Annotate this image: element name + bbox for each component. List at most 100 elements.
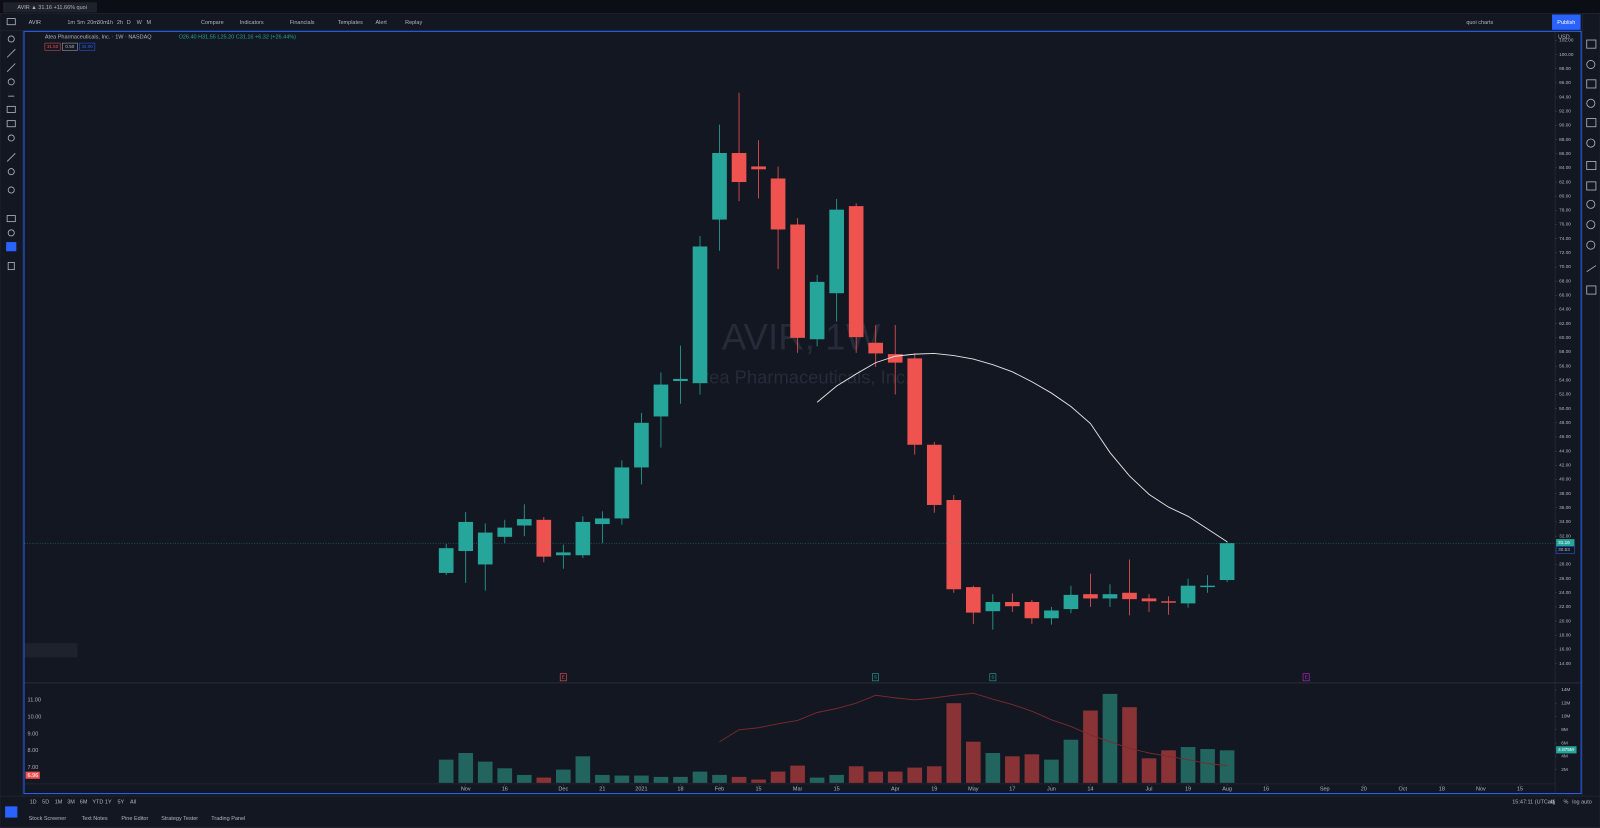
hotlist-icon[interactable] [1586, 98, 1596, 108]
news-icon[interactable] [1586, 240, 1596, 250]
tab-title[interactable]: AVIR ▲ 31.16 +11.66% quoi [17, 5, 87, 11]
fib-tool[interactable] [6, 63, 16, 72]
trend-tool[interactable] [6, 48, 16, 58]
bottom-tab[interactable]: Trading Panel [211, 816, 245, 822]
x-tick-label: 18 [1439, 786, 1445, 792]
publish-button[interactable] [1552, 14, 1581, 30]
scale-option[interactable]: auto [1581, 800, 1592, 806]
trash-tool[interactable] [7, 262, 15, 271]
magnet-tool[interactable] [7, 186, 15, 194]
order-icon[interactable] [1586, 285, 1597, 295]
drawing-toolbar[interactable] [24, 643, 78, 658]
symbol-search[interactable]: AVIR [29, 20, 41, 26]
event-marker[interactable] [872, 673, 879, 682]
range-button[interactable]: 3M [67, 800, 75, 806]
volume-bar [1180, 747, 1196, 783]
eye-tool[interactable] [7, 134, 15, 142]
range-button[interactable]: 1Y [105, 800, 112, 806]
broadcast-icon[interactable] [1586, 220, 1596, 230]
x-tick-label: Feb [715, 786, 724, 792]
x-tick-label: Jul [1146, 786, 1153, 792]
publish-label[interactable]: Publish [1557, 20, 1575, 26]
range-button[interactable]: 5Y [117, 800, 124, 806]
range-button[interactable]: 1M [55, 800, 63, 806]
range-button[interactable]: All [130, 800, 136, 806]
quote-box[interactable] [61, 42, 78, 51]
toolbar-button[interactable]: Templates [338, 20, 363, 26]
event-marker[interactable] [559, 673, 567, 682]
bottom-tab[interactable]: Stock Screener [29, 816, 67, 822]
event-label[interactable]: S [991, 675, 994, 680]
interval-button[interactable]: 1h [107, 20, 113, 26]
menu-icon[interactable] [6, 18, 16, 26]
trading-icon[interactable] [1586, 265, 1597, 272]
y-tick-label: 40.00 [1559, 477, 1571, 482]
lock-tool[interactable] [6, 215, 16, 223]
hide-tool[interactable] [7, 229, 15, 237]
measure-tool[interactable] [6, 120, 16, 128]
toolbar-button[interactable]: Indicators [240, 20, 264, 26]
bottom-tab[interactable]: Strategy Tester [161, 816, 198, 822]
range-button[interactable]: 5D [42, 800, 49, 806]
bottom-icon[interactable] [5, 806, 18, 818]
y-tick-label: 98.00 [1559, 66, 1571, 71]
ideas-icon[interactable] [1586, 138, 1596, 148]
shape-tool[interactable] [7, 78, 15, 86]
tab[interactable] [3, 2, 97, 13]
event-marker[interactable] [1302, 673, 1310, 682]
toolbar-button[interactable]: Financials [290, 20, 315, 26]
quote-value[interactable]: 32.00 [82, 44, 94, 49]
interval-button[interactable]: 5m [77, 20, 85, 26]
x-tick-label: Apr [891, 786, 900, 792]
interval-button[interactable]: 30m [97, 20, 108, 26]
bottom-tab[interactable]: Text Notes [82, 816, 108, 822]
interval-button[interactable]: W [137, 20, 143, 26]
interval-button[interactable]: 1m [67, 20, 75, 26]
sync-tool[interactable] [6, 242, 17, 252]
notifications-icon[interactable] [1586, 199, 1596, 209]
volume-bar [477, 761, 493, 783]
alerts-icon[interactable] [1586, 60, 1596, 70]
y-tick-label: 94.00 [1559, 94, 1571, 99]
candle-body [926, 444, 942, 505]
range-button[interactable]: 1D [30, 800, 37, 806]
quote-box[interactable] [44, 42, 61, 51]
range-button[interactable]: YTD [92, 800, 103, 806]
range-button[interactable]: 6M [80, 800, 88, 806]
toolbar-button[interactable]: Compare [201, 20, 224, 26]
interval-button[interactable]: 20m [87, 20, 98, 26]
bottom-panel [0, 795, 1600, 828]
data-window-icon[interactable] [1586, 79, 1597, 89]
quote-value[interactable]: 0.50 [65, 44, 74, 49]
quote-value[interactable]: 31.50 [47, 44, 59, 49]
event-label[interactable]: E [1305, 675, 1308, 680]
layout-name[interactable]: quoi charts [1466, 20, 1493, 26]
event-label[interactable]: S [874, 675, 877, 680]
y-tick-label: 26.00 [1559, 576, 1571, 581]
interval-button[interactable]: 2h [117, 20, 123, 26]
quote-box[interactable] [79, 42, 96, 51]
watchlist-icon[interactable] [1586, 39, 1597, 49]
cursor-tool[interactable] [7, 35, 15, 43]
pattern-tool[interactable] [6, 105, 16, 113]
event-label[interactable]: E [562, 675, 565, 680]
scale-option[interactable]: log [1572, 800, 1579, 806]
event-marker[interactable] [989, 673, 997, 682]
zoom-tool[interactable] [7, 168, 15, 176]
toolbar-button[interactable]: Alert [376, 20, 388, 26]
brush-tool[interactable] [6, 152, 16, 162]
x-tick-label: Oct [1399, 786, 1408, 792]
chat-icon[interactable] [1586, 161, 1597, 171]
scale-option[interactable]: adj [1548, 800, 1555, 806]
y-tick-label: 60.00 [1559, 335, 1571, 340]
calendar-icon[interactable] [1586, 118, 1597, 128]
x-tick-label: Aug [1222, 786, 1232, 792]
toolbar-button[interactable]: Replay [405, 20, 422, 26]
y-tick-label: 66.00 [1559, 293, 1571, 298]
bottom-tab[interactable]: Pine Editor [121, 816, 148, 822]
scale-option[interactable]: % [1563, 800, 1568, 806]
interval-button[interactable]: M [147, 20, 152, 26]
interval-button[interactable]: D [127, 20, 131, 26]
streams-icon[interactable] [1586, 181, 1597, 191]
volume-bar [946, 703, 962, 783]
